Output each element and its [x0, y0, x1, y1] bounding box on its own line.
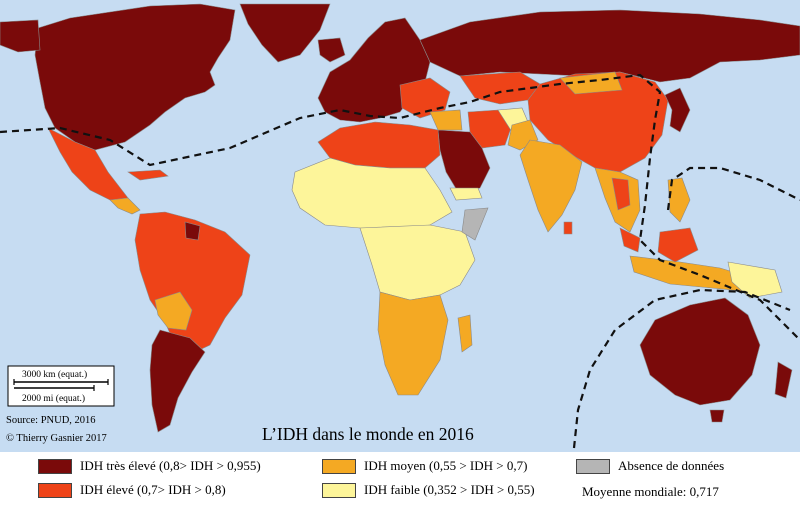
region-canada-usa: [34, 3, 236, 151]
region-greenland: [239, 3, 331, 63]
legend-item-eleve: IDH élevé (0,7> IDH > 0,8): [38, 482, 226, 498]
region-central-america: [109, 197, 141, 215]
region-papua: [727, 261, 783, 299]
region-russia: [419, 9, 800, 83]
region-australia: [639, 297, 761, 406]
region-tasmania: [709, 409, 725, 423]
legend-label: IDH moyen (0,55 > IDH > 0,7): [364, 458, 528, 473]
region-saudi-arabia: [437, 129, 491, 193]
legend-label: IDH faible (0,352 > IDH > 0,55): [364, 482, 535, 497]
legend-swatch: [38, 482, 72, 498]
legend-label: IDH très élevé (0,8> IDH > 0,955): [80, 458, 261, 473]
legend-swatch: [322, 482, 356, 498]
source-text: Source: PNUD, 2016: [6, 415, 96, 426]
scale-km-label: 3000 km (equat.): [22, 369, 87, 380]
region-mongolia: [559, 71, 623, 95]
map-title: L’IDH dans le monde en 2016: [262, 424, 474, 444]
region-japan-korea: [664, 87, 691, 133]
world-average-note: Moyenne mondiale: 0,717: [582, 484, 719, 499]
region-india: [519, 139, 583, 233]
legend-label: IDH élevé (0,7> IDH > 0,8): [80, 482, 226, 497]
legend-item-faible: IDH faible (0,352 > IDH > 0,55): [322, 482, 535, 498]
region-cuba: [127, 169, 169, 181]
region-southern-cone: [149, 329, 206, 433]
world-map: 3000 km (equat.) 2000 mi (equat.) Source…: [0, 0, 800, 452]
legend-swatch: [38, 458, 72, 474]
region-yemen: [449, 187, 483, 201]
region-malaysia: [619, 227, 641, 253]
north-south-divide-line: [0, 73, 800, 341]
region-southern-africa: [377, 291, 449, 396]
legend-swatch: [576, 458, 610, 474]
pacific-divide-line: [666, 166, 800, 211]
copyright-text: © Thierry Gasnier 2017: [6, 433, 107, 444]
region-iceland-uk: [317, 37, 346, 63]
scale-mi-label: 2000 mi (equat.): [22, 393, 85, 404]
legend-item-tres-eleve: IDH très élevé (0,8> IDH > 0,955): [38, 458, 261, 474]
legend-swatch: [322, 458, 356, 474]
legend-label: Absence de données: [618, 458, 725, 473]
region-thailand: [611, 177, 631, 211]
region-bolivia-paraguay: [154, 291, 193, 331]
region-somalia: [461, 207, 489, 241]
region-philippines: [667, 177, 691, 223]
region-sri-lanka: [563, 221, 573, 235]
legend-item-absence: Absence de données: [576, 458, 724, 474]
region-sahel-west-africa: [291, 157, 453, 231]
region-alaska: [0, 19, 41, 53]
region-new-zealand: [774, 361, 793, 399]
region-central-east-africa: [359, 224, 476, 301]
scale-bar: 3000 km (equat.) 2000 mi (equat.): [7, 365, 115, 407]
region-guiana: [184, 221, 201, 241]
region-iraq-syria: [429, 109, 463, 131]
region-madagascar: [457, 314, 473, 353]
legend: IDH très élevé (0,8> IDH > 0,955) IDH él…: [0, 452, 800, 506]
legend-item-moyen: IDH moyen (0,55 > IDH > 0,7): [322, 458, 527, 474]
region-borneo: [657, 227, 699, 263]
